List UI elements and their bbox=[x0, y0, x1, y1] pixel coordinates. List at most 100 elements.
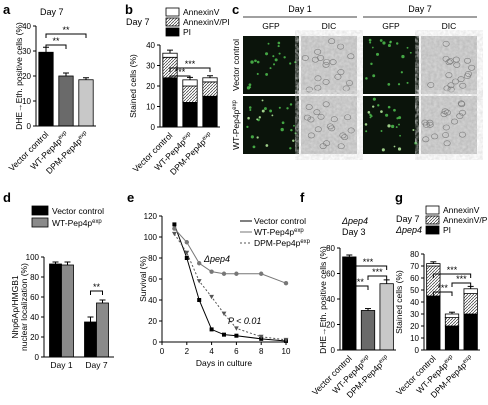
c-gfp-signal bbox=[385, 113, 389, 117]
c-gfp-signal bbox=[371, 46, 374, 49]
g-sig-label: *** bbox=[437, 283, 448, 293]
b-legend-label: PI bbox=[183, 27, 191, 37]
e-y-tick-label: 80 bbox=[148, 254, 157, 263]
c-gfp-signal bbox=[370, 62, 373, 66]
c-dic-cell bbox=[329, 59, 337, 65]
e-point bbox=[283, 281, 289, 286]
c-gfp-signal bbox=[256, 118, 259, 121]
c-gfp-signal bbox=[381, 148, 385, 152]
f-y-tick-label: 80 bbox=[326, 244, 335, 253]
b-sig-label: *** bbox=[185, 59, 196, 69]
c-gfp-signal bbox=[398, 116, 402, 120]
c-dic-cell bbox=[313, 109, 321, 116]
c-dic-cell bbox=[314, 84, 322, 91]
c-gfp-signal bbox=[290, 128, 293, 132]
a-sig-label: ** bbox=[62, 25, 70, 35]
c-gfp-signal bbox=[248, 83, 252, 87]
e-point bbox=[184, 240, 189, 245]
d-bar bbox=[96, 302, 109, 358]
d-bar bbox=[84, 321, 97, 358]
g-y-tick-label: 0 bbox=[415, 346, 420, 355]
c-gfp-signal bbox=[252, 145, 256, 149]
c-dic-cell bbox=[458, 101, 466, 108]
c-dic-cell bbox=[441, 108, 449, 115]
b-annotation: Day 7 bbox=[126, 17, 150, 27]
c-dic-cell bbox=[303, 114, 311, 121]
c-gfp-signal bbox=[286, 107, 289, 110]
f-annotation: Δpep4 bbox=[341, 216, 368, 226]
c-dic-cell bbox=[337, 69, 345, 75]
b-legend-label: AnnexinV/PI bbox=[183, 17, 230, 27]
panel-label-d: d bbox=[3, 190, 11, 205]
e-point bbox=[184, 250, 190, 256]
d-bar bbox=[49, 263, 62, 358]
c-dic-cell bbox=[311, 56, 319, 63]
c-dic-cell bbox=[445, 59, 453, 66]
c-dic-cell bbox=[442, 124, 450, 131]
e-annotation: Δpep4 bbox=[203, 254, 230, 264]
e-point bbox=[222, 332, 226, 337]
e-point bbox=[172, 222, 177, 227]
a-sig-label: ** bbox=[52, 36, 60, 46]
c-gfp-signal bbox=[271, 114, 274, 117]
c-dic-cell bbox=[341, 134, 349, 141]
c-dic-cell bbox=[322, 79, 330, 85]
a-sig-bracket bbox=[45, 33, 87, 38]
a-bar bbox=[78, 79, 94, 127]
e-x-label: Days in culture bbox=[196, 358, 252, 368]
panel-label-g: g bbox=[395, 190, 403, 205]
panel-label-e: e bbox=[127, 190, 134, 205]
c-row-label: WT-Pep4pexp bbox=[231, 99, 241, 149]
c-gfp-signal bbox=[261, 109, 265, 113]
e-point bbox=[172, 231, 177, 237]
c-dic-cell bbox=[427, 82, 435, 88]
c-gfp-signal bbox=[272, 63, 276, 66]
c-gfp-signal bbox=[265, 72, 269, 76]
panel-label-a: a bbox=[3, 2, 11, 17]
c-gfp-image bbox=[363, 96, 419, 154]
b-legend-swatch bbox=[165, 7, 180, 17]
g-y-tick-label: 40 bbox=[410, 298, 419, 307]
c-column-label: GFP bbox=[382, 21, 400, 31]
g-sig-label: *** bbox=[456, 274, 467, 284]
e-point bbox=[234, 333, 239, 338]
c-gfp-signal bbox=[398, 123, 401, 126]
c-dic-cell bbox=[301, 55, 309, 61]
b-y-tick-label: 10 bbox=[146, 103, 155, 112]
d-x-tick-label: Day 7 bbox=[85, 360, 107, 370]
b-bar-segment bbox=[202, 81, 218, 97]
c-dic-cell bbox=[337, 43, 345, 50]
e-point bbox=[197, 298, 202, 302]
g-bar-segment bbox=[444, 325, 460, 351]
c-dic-cell bbox=[442, 132, 450, 138]
c-gfp-signal bbox=[277, 44, 280, 48]
c-gfp-signal bbox=[382, 41, 386, 45]
c-gfp-image bbox=[243, 36, 299, 94]
c-dic-cell bbox=[463, 73, 471, 79]
c-gfp-signal bbox=[293, 124, 295, 127]
panel-label-f: f bbox=[300, 190, 305, 205]
g-bar-segment bbox=[463, 288, 478, 294]
c-gfp-signal bbox=[256, 60, 260, 64]
c-gfp-signal bbox=[280, 127, 284, 132]
c-gfp-signal bbox=[401, 54, 405, 59]
g-y-tick-label: 70 bbox=[410, 262, 419, 271]
c-gfp-signal bbox=[399, 134, 401, 137]
c-dic-cell bbox=[451, 118, 459, 125]
e-point bbox=[259, 271, 264, 276]
c-dic-cell bbox=[314, 75, 322, 82]
e-point bbox=[209, 269, 214, 274]
g-y-tick-label: 10 bbox=[410, 334, 419, 343]
a-y-tick-label: 0 bbox=[27, 122, 32, 131]
c-dic-cell bbox=[431, 133, 439, 140]
f-sig-label: *** bbox=[372, 267, 383, 277]
d-y-tick-label: 20 bbox=[30, 333, 39, 342]
c-gfp-signal bbox=[289, 147, 292, 150]
c-dic-cell bbox=[307, 116, 315, 123]
c-gfp-signal bbox=[277, 41, 281, 45]
b-bar-segment bbox=[162, 77, 178, 128]
c-gfp-signal bbox=[289, 103, 293, 106]
c-gfp-signal bbox=[387, 43, 391, 48]
